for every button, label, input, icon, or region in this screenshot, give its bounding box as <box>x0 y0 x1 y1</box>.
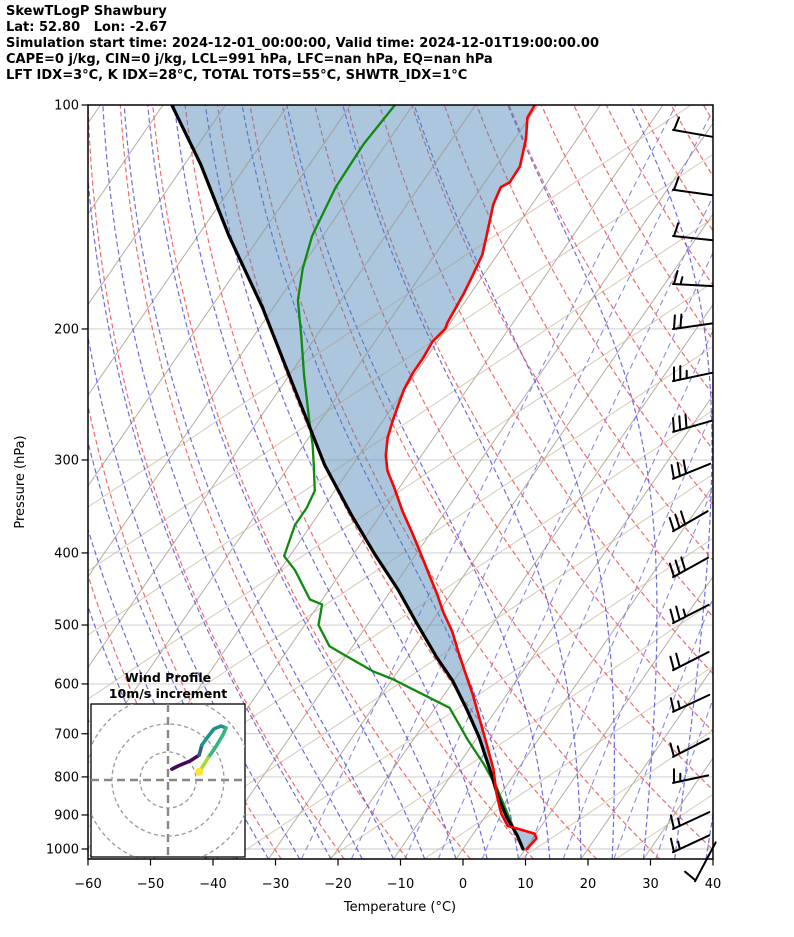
stability-line-2: LFT IDX=3°C, K IDX=28°C, TOTAL TOTS=55°C… <box>6 68 468 83</box>
hodograph-title: Wind Profile <box>125 670 211 685</box>
svg-text:200: 200 <box>54 322 79 337</box>
svg-text:300: 300 <box>54 453 79 468</box>
time-line: Simulation start time: 2024-12-01_00:00:… <box>6 36 599 51</box>
x-axis-label: Temperature (°C) <box>343 900 456 915</box>
svg-text:700: 700 <box>54 727 79 742</box>
svg-text:−10: −10 <box>387 877 414 892</box>
svg-text:800: 800 <box>54 770 79 785</box>
svg-text:600: 600 <box>54 677 79 692</box>
svg-text:40: 40 <box>705 877 722 892</box>
svg-text:−60: −60 <box>74 877 101 892</box>
stability-line-1: CAPE=0 j/kg, CIN=0 j/kg, LCL=991 hPa, LF… <box>6 52 493 67</box>
location-line: Lat: 52.80 Lon: -2.67 <box>6 20 168 35</box>
svg-text:−40: −40 <box>199 877 226 892</box>
svg-text:100: 100 <box>54 99 79 114</box>
svg-text:−20: −20 <box>324 877 351 892</box>
hodograph-subtitle: 10m/s increment <box>109 686 227 701</box>
svg-text:500: 500 <box>54 619 79 634</box>
svg-text:−30: −30 <box>262 877 289 892</box>
svg-text:30: 30 <box>642 877 659 892</box>
svg-text:−50: −50 <box>137 877 164 892</box>
figure-title: SkewTLogP Shawbury <box>6 4 167 19</box>
figure-header: SkewTLogP Shawbury Lat: 52.80 Lon: -2.67… <box>6 4 599 84</box>
svg-text:0: 0 <box>459 877 467 892</box>
svg-text:10: 10 <box>517 877 534 892</box>
svg-text:1000: 1000 <box>46 843 79 858</box>
svg-text:20: 20 <box>580 877 597 892</box>
svg-text:900: 900 <box>54 808 79 823</box>
svg-text:400: 400 <box>54 546 79 561</box>
hodograph-end-marker <box>195 767 204 776</box>
y-axis-label: Pressure (hPa) <box>13 435 28 528</box>
